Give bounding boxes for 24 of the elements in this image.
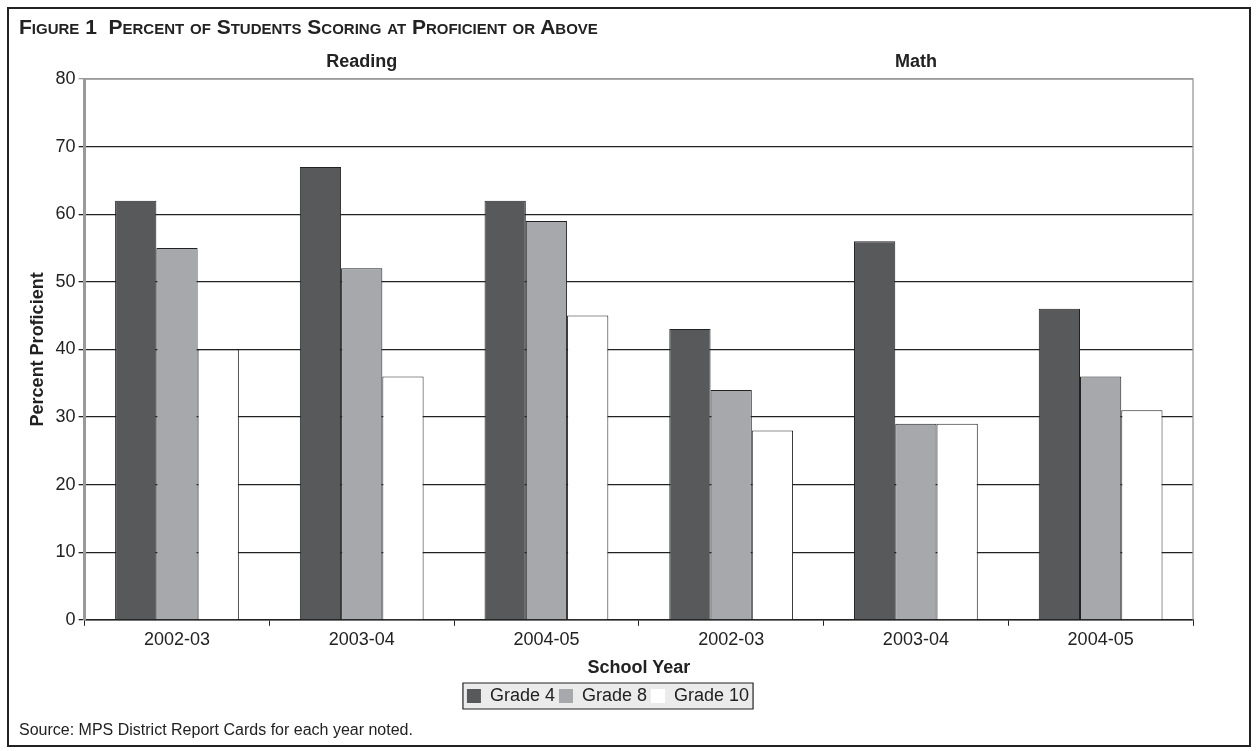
y-axis-title: Percent Proficient bbox=[26, 272, 47, 427]
x-tick-label: 2002-03 bbox=[698, 628, 765, 649]
y-tick-label: 0 bbox=[65, 608, 76, 629]
y-tick-label: 20 bbox=[55, 473, 76, 494]
x-tick-label: 2004-05 bbox=[1067, 628, 1134, 649]
x-tick-label: 2002-03 bbox=[143, 628, 211, 649]
y-tick-label: 50 bbox=[55, 270, 76, 291]
x-axis-title: School Year bbox=[587, 657, 691, 678]
chart-title: Figure 1 Percent of Students Scoring at Proficient or Above bbox=[19, 15, 598, 39]
y-tick-label: 40 bbox=[55, 338, 76, 359]
legend-label: Grade 4 bbox=[489, 684, 555, 705]
x-tick-label: 2003-04 bbox=[328, 628, 395, 649]
text: Reading bbox=[326, 50, 398, 71]
y-tick-label: 70 bbox=[55, 135, 76, 156]
y-tick-label: 60 bbox=[55, 203, 76, 224]
source-note: Source: MPS District Report Cards for each year noted. bbox=[19, 721, 413, 739]
x-tick-label: 2003-04 bbox=[882, 628, 949, 649]
legend-label: Grade 8 bbox=[581, 684, 648, 705]
text: Math bbox=[894, 50, 937, 71]
y-tick-label: 30 bbox=[55, 405, 76, 426]
legend-label: Grade 10 bbox=[674, 684, 750, 705]
x-tick-label: 2004-05 bbox=[513, 628, 580, 649]
y-tick-label: 10 bbox=[55, 541, 76, 562]
y-tick-label: 80 bbox=[55, 67, 76, 88]
